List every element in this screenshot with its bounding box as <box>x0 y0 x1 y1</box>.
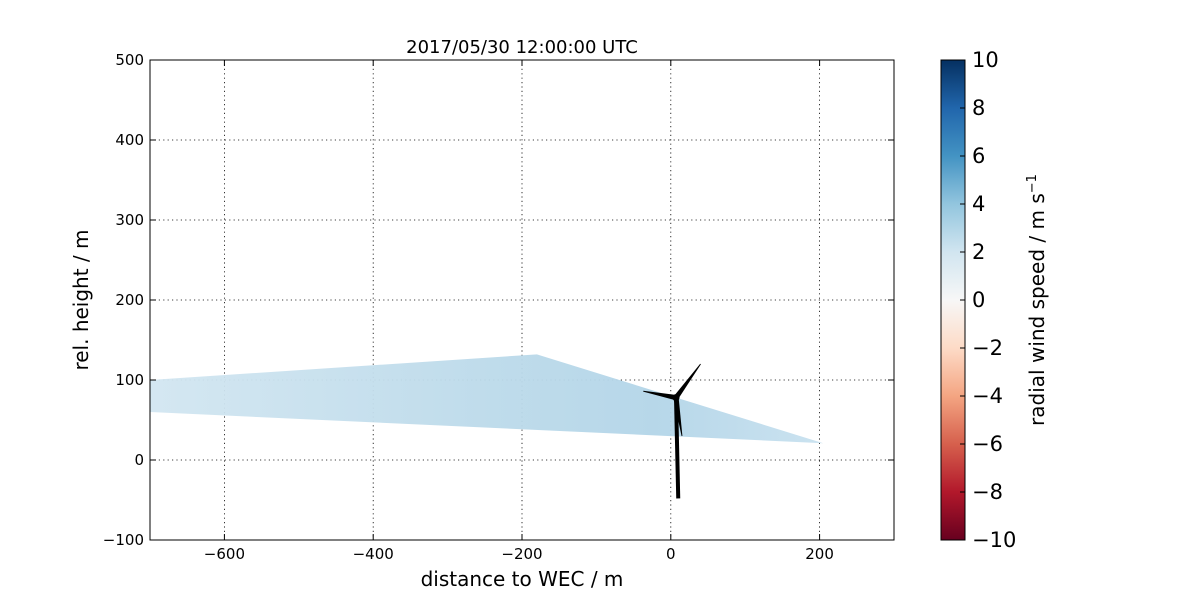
colorbar-tick-label: 10 <box>972 48 999 72</box>
x-tick-label: −600 <box>204 545 245 563</box>
y-tick-label: 100 <box>115 371 144 389</box>
turbine-blade-1 <box>673 363 701 400</box>
x-tick-label: −400 <box>353 545 394 563</box>
colorbar-tick-label: 4 <box>972 192 985 216</box>
plot-frame <box>149 59 895 541</box>
turbine-tower <box>674 397 681 499</box>
y-tick-label: 200 <box>115 291 144 309</box>
colorbar: −10 −8 −6 −4 −2 0 2 4 6 8 10 radial wind speed / m… <box>940 48 1049 552</box>
colorbar-label: radial wind speed / m s−1 <box>1025 174 1049 426</box>
chart-title: 2017/05/30 12:00:00 UTC <box>406 37 638 58</box>
turbine-blade-2 <box>643 390 677 401</box>
plot-area <box>150 354 824 499</box>
turbine-blade-3 <box>673 397 683 437</box>
x-axis-label: distance to WEC / m <box>421 567 624 591</box>
colorbar-tick-label: −10 <box>972 528 1016 552</box>
colorbar-tick-label: −8 <box>972 480 1003 504</box>
y-axis-label: rel. height / m <box>69 229 93 370</box>
turbine-hub <box>672 394 680 402</box>
x-tick-label: −200 <box>501 545 542 563</box>
colorbar-tick-label: −4 <box>972 384 1003 408</box>
colorbar-ticks: −10 −8 −6 −4 −2 0 2 4 6 8 10 <box>960 48 1016 552</box>
colorbar-tick-label: −2 <box>972 336 1003 360</box>
x-axis-ticks: −600 −400 −200 0 200 <box>204 60 834 563</box>
scan-wedge <box>150 354 824 444</box>
y-tick-label: −100 <box>103 531 144 549</box>
y-tick-label: 500 <box>115 51 144 69</box>
x-tick-label: 0 <box>666 545 676 563</box>
y-tick-label: 300 <box>115 211 144 229</box>
colorbar-tick-label: −6 <box>972 432 1003 456</box>
y-tick-label: 0 <box>134 451 144 469</box>
x-tick-label: 200 <box>805 545 834 563</box>
colorbar-tick-label: 6 <box>972 144 985 168</box>
grid-lines <box>150 60 894 540</box>
colorbar-tick-label: 0 <box>972 288 985 312</box>
y-axis-ticks: −100 0 100 200 300 400 500 <box>103 51 894 549</box>
colorbar-tick-label: 8 <box>972 96 985 120</box>
y-tick-label: 400 <box>115 131 144 149</box>
colorbar-tick-label: 2 <box>972 240 985 264</box>
